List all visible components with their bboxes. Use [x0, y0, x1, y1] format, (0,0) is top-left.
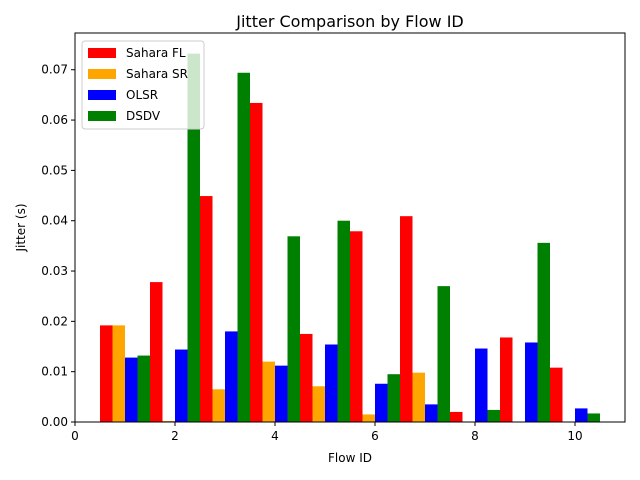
bar-dsdv-flow-7 [438, 286, 451, 422]
bar-olsr-flow-4 [275, 366, 288, 422]
bar-sahara-fl-flow-1 [100, 325, 113, 422]
legend-swatch-olsr [88, 90, 116, 100]
x-tick-label: 0 [71, 429, 79, 443]
chart-title: Jitter Comparison by Flow ID [235, 12, 463, 31]
y-tick-label: 0.00 [41, 415, 68, 429]
bar-dsdv-flow-9 [538, 243, 551, 422]
bar-sahara-fl-flow-5 [300, 334, 313, 422]
bar-sahara-sr-flow-4 [263, 362, 276, 422]
bar-dsdv-flow-1 [138, 356, 151, 422]
bar-olsr-flow-7 [425, 404, 438, 422]
bar-olsr-flow-2 [175, 350, 188, 422]
bar-sahara-fl-flow-8 [450, 412, 463, 422]
x-tick-label: 4 [271, 429, 279, 443]
legend-swatch-sahara-fl [88, 48, 116, 58]
bar-olsr-flow-1 [125, 358, 138, 422]
bar-sahara-fl-flow-3 [200, 196, 213, 422]
bar-sahara-sr-flow-5 [313, 386, 326, 422]
y-tick-label: 0.04 [41, 214, 68, 228]
bar-olsr-flow-5 [325, 345, 338, 422]
x-tick-label: 6 [371, 429, 379, 443]
y-tick-label: 0.03 [41, 264, 68, 278]
bar-dsdv-flow-4 [288, 236, 301, 422]
bar-olsr-flow-3 [225, 331, 238, 422]
x-tick-label: 8 [471, 429, 479, 443]
bar-olsr-flow-6 [375, 384, 388, 422]
x-tick-label: 2 [171, 429, 179, 443]
legend-swatch-sahara-sr [88, 69, 116, 79]
bar-sahara-sr-flow-1 [113, 325, 126, 422]
x-tick-label: 10 [567, 429, 582, 443]
legend-label: Sahara SR [126, 67, 188, 81]
bar-sahara-fl-flow-7 [400, 216, 413, 422]
legend-label: Sahara FL [126, 46, 186, 60]
y-tick-label: 0.06 [41, 113, 68, 127]
bar-dsdv-flow-10 [588, 413, 601, 422]
bar-sahara-sr-flow-7 [413, 373, 426, 422]
bar-olsr-flow-10 [575, 408, 588, 422]
bar-sahara-sr-flow-6 [363, 414, 376, 422]
bar-dsdv-flow-3 [238, 73, 251, 422]
bar-sahara-fl-flow-4 [250, 103, 263, 422]
bar-dsdv-flow-5 [338, 221, 351, 422]
bar-dsdv-flow-8 [488, 410, 501, 422]
y-tick-label: 0.05 [41, 163, 68, 177]
y-tick-label: 0.02 [41, 314, 68, 328]
bar-sahara-fl-flow-2 [150, 282, 163, 422]
legend-label: DSDV [126, 109, 161, 123]
y-axis-label: Jitter (s) [14, 203, 28, 252]
x-axis-label: Flow ID [328, 451, 372, 465]
bar-sahara-fl-flow-6 [350, 231, 363, 422]
bar-dsdv-flow-6 [388, 374, 401, 422]
bar-sahara-sr-flow-3 [213, 389, 226, 422]
legend-swatch-dsdv [88, 111, 116, 121]
legend: Sahara FL Sahara SR OLSR DSDV [82, 41, 204, 129]
y-tick-label: 0.01 [41, 365, 68, 379]
bar-olsr-flow-9 [525, 342, 538, 422]
bar-olsr-flow-8 [475, 349, 488, 422]
legend-label: OLSR [126, 88, 158, 102]
bar-sahara-fl-flow-9 [500, 337, 513, 422]
y-tick-label: 0.07 [41, 63, 68, 77]
bar-sahara-fl-flow-10 [550, 368, 563, 422]
